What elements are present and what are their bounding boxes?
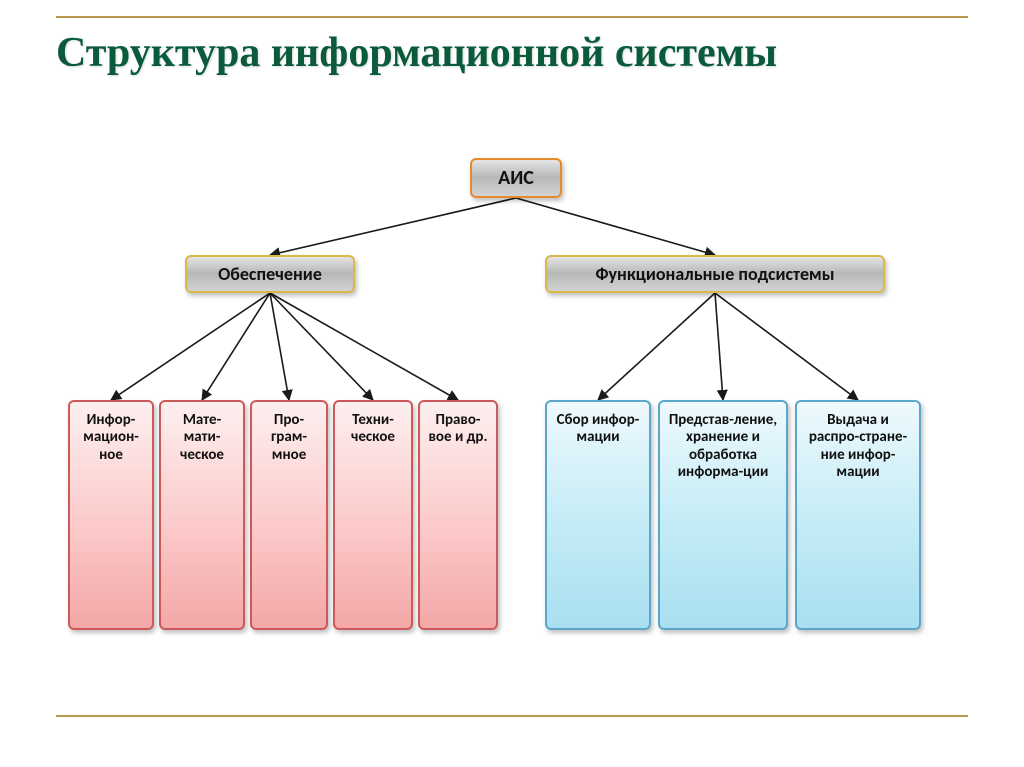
node-root-label: АИС xyxy=(478,167,554,190)
slide-title: Структура информационной системы xyxy=(56,30,968,76)
node-pa4: Техни-ческое xyxy=(333,400,413,630)
node-pa5-label: Право-вое и др. xyxy=(426,412,490,447)
node-l2b-label: Функциональные подсистемы xyxy=(553,264,877,285)
node-pb2: Представ-ление, хранение и обработка инф… xyxy=(658,400,788,630)
node-root: АИС xyxy=(470,158,562,198)
node-pb3-label: Выдача и распро-стране-ние инфор-мации xyxy=(803,412,913,481)
node-pa1: Инфор-мацион-ное xyxy=(68,400,154,630)
node-pa3: Про-грам-мное xyxy=(250,400,328,630)
diagram: АИС Обеспечение Функциональные подсистем… xyxy=(0,150,1024,710)
node-l2a-label: Обеспечение xyxy=(193,264,347,285)
node-pb2-label: Представ-ление, хранение и обработка инф… xyxy=(666,412,780,481)
node-pb3: Выдача и распро-стране-ние инфор-мации xyxy=(795,400,921,630)
node-pa5: Право-вое и др. xyxy=(418,400,498,630)
node-pa2-label: Мате-мати-ческое xyxy=(167,412,237,464)
node-l2a: Обеспечение xyxy=(185,255,355,293)
slide: Структура информационной системы АИС Обе… xyxy=(0,0,1024,767)
node-pb1: Сбор инфор-мации xyxy=(545,400,651,630)
bottom-rule xyxy=(56,715,968,717)
node-pa1-label: Инфор-мацион-ное xyxy=(76,412,146,464)
node-pb1-label: Сбор инфор-мации xyxy=(553,412,643,447)
node-pa4-label: Техни-ческое xyxy=(341,412,405,447)
node-l2b: Функциональные подсистемы xyxy=(545,255,885,293)
node-pa2: Мате-мати-ческое xyxy=(159,400,245,630)
top-rule xyxy=(56,16,968,18)
node-pa3-label: Про-грам-мное xyxy=(258,412,320,464)
